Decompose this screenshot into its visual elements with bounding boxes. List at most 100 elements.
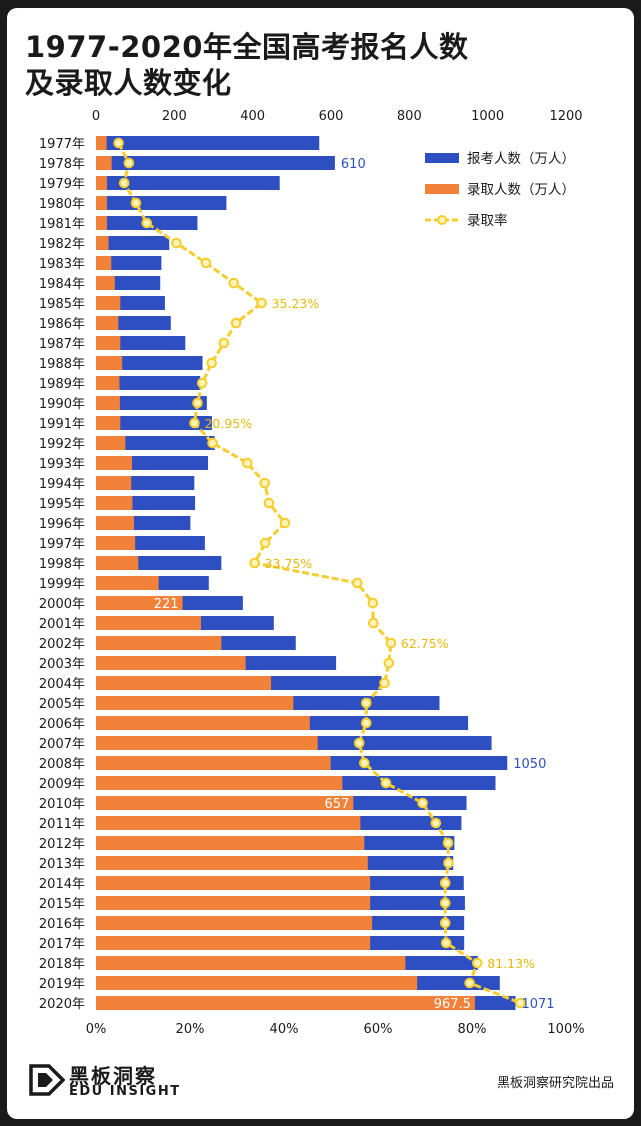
admission-rate-point (360, 697, 372, 709)
admitted-bar (96, 476, 132, 490)
top-axis-tick-label: 0 (92, 109, 100, 124)
year-label: 1995年 (39, 497, 85, 512)
bottom-axis-tick-label: 100% (547, 1022, 584, 1037)
admission-rate-point (259, 537, 271, 549)
year-label: 2011年 (39, 817, 85, 832)
admitted-bar (96, 336, 121, 350)
admission-rate-point (367, 597, 379, 609)
top-axis-tick-label: 200 (162, 109, 187, 124)
admission-rate-point (206, 357, 217, 369)
year-label: 1996年 (39, 517, 85, 532)
year-label: 1982年 (39, 237, 85, 252)
admitted-data-label: 221 (154, 597, 179, 612)
brand-name-cn: 黑板洞察 (69, 1064, 157, 1088)
admitted-bar (96, 996, 475, 1010)
admitted-bar (96, 436, 126, 450)
admission-rate-point (443, 857, 454, 869)
admission-rate-point (439, 897, 451, 909)
bar-chart: 0 200 400 600 800 1000 1200 0% 20% 40% 60% 80% 100% 1… (39, 109, 585, 1037)
brand-name-en: EDU INSIGHT (69, 1084, 181, 1099)
admission-rate-point (379, 677, 390, 689)
bottom-axis-tick-label: 40% (270, 1022, 299, 1037)
applicants-bar (96, 196, 227, 210)
year-label: 2005年 (39, 697, 85, 712)
admitted-data-label: 657 (324, 797, 349, 812)
admitted-bar (96, 876, 371, 890)
year-label: 2017年 (39, 937, 85, 952)
applicants-bar (96, 256, 162, 270)
admission-rate-point (228, 277, 240, 289)
top-axis-tick-label: 1200 (549, 109, 582, 124)
applicants-bar (96, 136, 320, 150)
admitted-bar (96, 456, 133, 470)
applicants-bar (96, 176, 280, 190)
admitted-bar (96, 536, 136, 550)
admission-rate-point (259, 477, 271, 489)
year-label: 1986年 (39, 317, 85, 332)
year-label: 2018年 (39, 957, 85, 972)
admitted-bar (96, 816, 361, 830)
year-label: 2019年 (39, 977, 85, 992)
admission-rate-point (385, 637, 397, 649)
bottom-axis-tick-label: 60% (364, 1022, 393, 1037)
admission-rate-point (439, 877, 451, 889)
admitted-bar (96, 276, 115, 290)
legend-applicants-swatch (425, 153, 459, 163)
admission-rate-point (440, 937, 452, 949)
admitted-bar (96, 356, 123, 370)
admission-rate-point (196, 377, 208, 389)
year-label: 1981年 (39, 217, 85, 232)
edu-insight-logo-icon (29, 1064, 65, 1096)
year-label: 1980年 (39, 197, 85, 212)
chart-title-line-1: 1977-2020年全国高考报名人数 (25, 30, 469, 64)
admission-rate-data-label: 33.75% (265, 556, 313, 571)
admitted-bar (96, 956, 406, 970)
year-label: 1985年 (39, 297, 85, 312)
year-label: 1979年 (39, 177, 85, 192)
admitted-bar (96, 916, 373, 930)
year-label: 2009年 (39, 777, 85, 792)
admission-rate-point (207, 437, 218, 449)
admission-rate-point (439, 917, 451, 929)
year-label: 2010年 (39, 797, 85, 812)
year-label: 2012年 (39, 837, 85, 852)
year-label: 2002年 (39, 637, 85, 652)
admission-rate-point (123, 157, 135, 169)
applicants-bar (96, 396, 207, 410)
year-label: 2008年 (39, 757, 85, 772)
admitted-data-label: 967.5 (434, 997, 471, 1012)
admitted-bar (96, 936, 371, 950)
year-label: 1990年 (39, 397, 85, 412)
legend-label: 报考人数（万人） (467, 151, 575, 167)
admitted-bar (96, 636, 222, 650)
year-label: 1978年 (39, 157, 85, 172)
applicants-bar (96, 436, 215, 450)
year-label: 2015年 (39, 897, 85, 912)
admission-rate-point (380, 777, 392, 789)
admission-rate-point (118, 177, 130, 189)
year-label: 2007年 (39, 737, 85, 752)
year-label: 2001年 (39, 617, 85, 632)
legend-label: 录取率 (467, 212, 508, 229)
admitted-bar (96, 596, 183, 610)
year-label: 1998年 (39, 557, 85, 572)
applicants-bar (96, 376, 201, 390)
legend-label: 录取人数（万人） (467, 182, 575, 198)
legend-rate-marker (437, 215, 447, 225)
year-label: 2000年 (39, 597, 85, 612)
admission-rate-data-label: 81.13% (487, 956, 535, 971)
admitted-bar (96, 696, 294, 710)
admitted-bar (96, 736, 318, 750)
admission-rate-point (130, 197, 142, 209)
top-axis-tick-label: 1000 (471, 109, 504, 124)
admitted-bar (96, 496, 133, 510)
applicants-bar (96, 356, 203, 370)
admitted-bar (96, 156, 112, 170)
admission-rate-point (189, 417, 200, 429)
year-label: 2016年 (39, 917, 85, 932)
producer-credit: 黑板洞察研究院出品 (496, 1076, 614, 1091)
applicants-data-label: 1071 (521, 997, 554, 1012)
admitted-bar (96, 756, 331, 770)
applicants-bar (96, 156, 335, 170)
admission-rate-point (442, 837, 454, 849)
